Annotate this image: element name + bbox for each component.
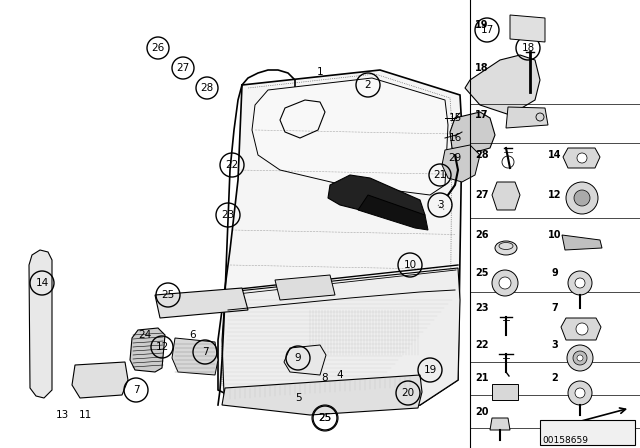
Polygon shape: [465, 55, 540, 115]
Text: 12: 12: [156, 342, 168, 352]
Polygon shape: [492, 182, 520, 210]
Text: 14: 14: [548, 150, 562, 160]
Polygon shape: [130, 328, 165, 372]
Polygon shape: [561, 318, 601, 340]
Circle shape: [499, 277, 511, 289]
Circle shape: [566, 182, 598, 214]
Circle shape: [576, 323, 588, 335]
Text: 10: 10: [403, 260, 417, 270]
Text: 19: 19: [476, 20, 489, 30]
Polygon shape: [328, 175, 425, 225]
Text: 1: 1: [317, 67, 323, 77]
Polygon shape: [275, 275, 335, 300]
Text: 20: 20: [476, 407, 489, 417]
Circle shape: [568, 271, 592, 295]
Circle shape: [577, 153, 587, 163]
Text: 7: 7: [202, 347, 208, 357]
Text: 27: 27: [476, 190, 489, 200]
Text: 20: 20: [401, 388, 415, 398]
Text: 24: 24: [138, 330, 152, 340]
Text: 29: 29: [449, 153, 461, 163]
Polygon shape: [492, 384, 518, 400]
Circle shape: [573, 351, 587, 365]
Text: 17: 17: [476, 110, 489, 120]
Text: 23: 23: [221, 210, 235, 220]
Polygon shape: [562, 235, 602, 250]
Circle shape: [568, 381, 592, 405]
Text: 9: 9: [552, 268, 558, 278]
Text: 12: 12: [548, 190, 562, 200]
Text: 18: 18: [522, 43, 534, 53]
Text: 8: 8: [322, 373, 328, 383]
Polygon shape: [442, 145, 480, 182]
Ellipse shape: [495, 241, 517, 255]
Polygon shape: [72, 362, 128, 398]
Text: 10: 10: [548, 230, 562, 240]
Text: 25: 25: [476, 268, 489, 278]
Polygon shape: [563, 148, 600, 168]
Text: 3: 3: [552, 340, 558, 350]
Circle shape: [567, 345, 593, 371]
Text: 15: 15: [449, 113, 461, 123]
Circle shape: [575, 388, 585, 398]
Polygon shape: [222, 268, 460, 408]
Text: 28: 28: [200, 83, 214, 93]
Text: 17: 17: [481, 25, 493, 35]
Text: 3: 3: [436, 200, 444, 210]
Text: 5: 5: [294, 393, 301, 403]
Polygon shape: [155, 288, 248, 318]
Text: 6: 6: [189, 330, 196, 340]
Text: 25: 25: [318, 413, 332, 423]
Text: 18: 18: [475, 63, 489, 73]
Text: 22: 22: [476, 340, 489, 350]
Text: 25: 25: [161, 290, 175, 300]
Text: 21: 21: [476, 373, 489, 383]
Polygon shape: [450, 112, 495, 155]
Text: 2: 2: [365, 80, 371, 90]
Circle shape: [577, 355, 583, 361]
Text: 16: 16: [449, 133, 461, 143]
Text: 7: 7: [132, 385, 140, 395]
Text: 11: 11: [78, 410, 92, 420]
Polygon shape: [172, 338, 218, 375]
Circle shape: [575, 278, 585, 288]
Polygon shape: [510, 15, 545, 42]
Polygon shape: [218, 70, 462, 408]
Polygon shape: [252, 78, 448, 195]
Text: 22: 22: [225, 160, 239, 170]
Text: 25: 25: [318, 413, 332, 423]
Text: 13: 13: [56, 410, 68, 420]
Polygon shape: [540, 420, 635, 445]
Text: 9: 9: [294, 353, 301, 363]
Text: 21: 21: [433, 170, 447, 180]
Polygon shape: [490, 418, 510, 430]
Circle shape: [492, 270, 518, 296]
Text: 14: 14: [35, 278, 49, 288]
Text: 7: 7: [552, 303, 558, 313]
Text: 19: 19: [424, 365, 436, 375]
Text: 4: 4: [337, 370, 343, 380]
Text: 26: 26: [152, 43, 164, 53]
Text: 00158659: 00158659: [542, 435, 588, 444]
Text: 2: 2: [552, 373, 558, 383]
Polygon shape: [222, 375, 422, 415]
Text: 23: 23: [476, 303, 489, 313]
Text: 26: 26: [476, 230, 489, 240]
Polygon shape: [358, 195, 428, 230]
Polygon shape: [284, 345, 326, 375]
Polygon shape: [506, 107, 548, 128]
Circle shape: [574, 190, 590, 206]
Polygon shape: [29, 250, 52, 398]
Text: 28: 28: [475, 150, 489, 160]
Text: 27: 27: [177, 63, 189, 73]
